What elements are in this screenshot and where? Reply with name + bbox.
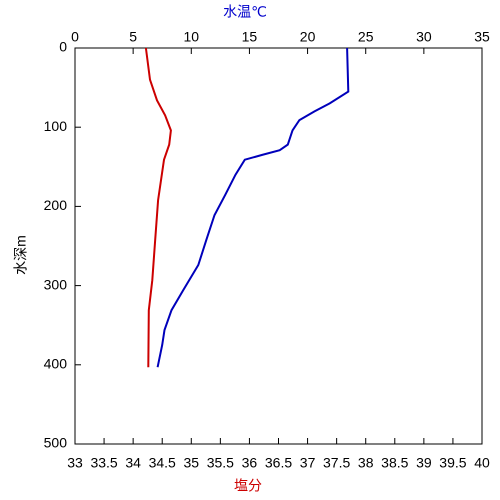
x-tick-label: 38 bbox=[358, 455, 374, 471]
profile-line bbox=[156, 47, 350, 368]
x-tick-label: 37.5 bbox=[323, 455, 350, 471]
profile-line bbox=[144, 47, 172, 368]
y-tick-label: 400 bbox=[44, 356, 68, 372]
x2-tick-label: 5 bbox=[129, 29, 137, 45]
x-tick-label: 33.5 bbox=[90, 455, 117, 471]
x-tick-label: 39 bbox=[416, 455, 432, 471]
x-axis-label: 塩分 bbox=[234, 478, 262, 494]
y-axis-label: 水深m bbox=[13, 235, 29, 275]
x-tick-label: 33 bbox=[67, 455, 83, 471]
x-tick-label: 39.5 bbox=[439, 455, 466, 471]
x2-tick-label: 15 bbox=[242, 29, 258, 45]
x-tick-label: 38.5 bbox=[381, 455, 408, 471]
x2-tick-label: 10 bbox=[183, 29, 199, 45]
x-tick-label: 34.5 bbox=[149, 455, 176, 471]
x2-tick-label: 35 bbox=[474, 29, 490, 45]
x2-axis-label: 水温℃ bbox=[223, 4, 267, 20]
y-tick-label: 0 bbox=[59, 39, 67, 55]
x2-tick-label: 0 bbox=[71, 29, 79, 45]
x2-tick-label: 30 bbox=[416, 29, 432, 45]
x-tick-label: 37 bbox=[300, 455, 316, 471]
y-tick-label: 500 bbox=[44, 435, 68, 451]
y-tick-label: 100 bbox=[44, 118, 68, 134]
x-tick-label: 35 bbox=[183, 455, 199, 471]
x2-tick-label: 20 bbox=[300, 29, 316, 45]
y-tick-label: 200 bbox=[44, 197, 68, 213]
plot-frame bbox=[74, 47, 483, 445]
x-tick-label: 36 bbox=[242, 455, 258, 471]
x2-tick-label: 25 bbox=[358, 29, 374, 45]
x-tick-label: 35.5 bbox=[207, 455, 234, 471]
x-tick-label: 36.5 bbox=[265, 455, 292, 471]
x-tick-label: 34 bbox=[125, 455, 141, 471]
y-tick-label: 300 bbox=[44, 276, 68, 292]
x-tick-label: 40 bbox=[474, 455, 490, 471]
